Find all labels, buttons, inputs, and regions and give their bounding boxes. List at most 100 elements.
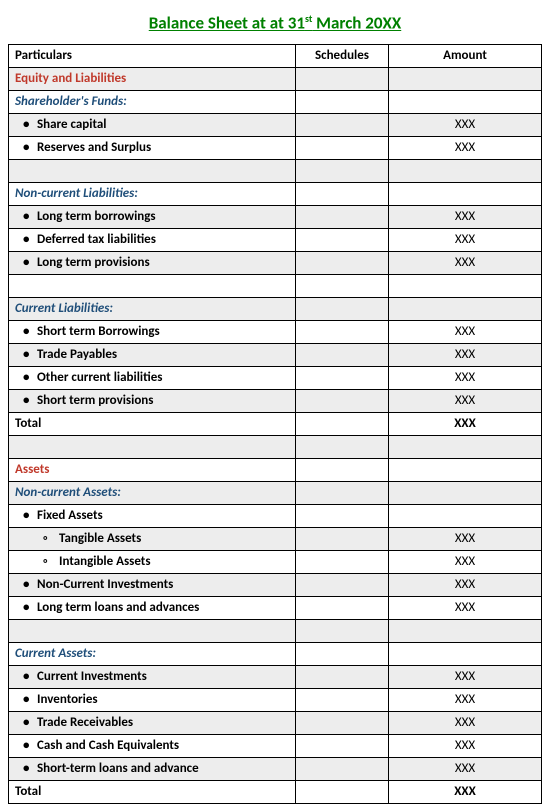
item-label: Inventories: [9, 688, 296, 711]
amount-cell: [389, 67, 542, 90]
item-label: Short term provisions: [9, 389, 296, 412]
table-row: Long term borrowingsXXX: [9, 205, 542, 228]
amount-cell: XXX: [389, 711, 542, 734]
amount-cell: XXX: [389, 412, 542, 435]
schedules-cell: [296, 734, 389, 757]
table-row: Fixed Assets: [9, 504, 542, 527]
schedules-cell: [296, 757, 389, 780]
section-blue-label: Current Assets:: [9, 642, 296, 665]
col-schedules: Schedules: [296, 44, 389, 67]
amount-cell: XXX: [389, 366, 542, 389]
table-row: [9, 435, 542, 458]
blank-cell: [9, 619, 296, 642]
table-row: Short term provisionsXXX: [9, 389, 542, 412]
table-row: Share capitalXXX: [9, 113, 542, 136]
schedules-cell: [296, 780, 389, 803]
title-prefix: Balance Sheet at at 31: [149, 13, 305, 34]
table-row: Short-term loans and advanceXXX: [9, 757, 542, 780]
table-row: [9, 159, 542, 182]
schedules-cell: [296, 711, 389, 734]
amount-cell: [389, 642, 542, 665]
total-label: Total: [9, 780, 296, 803]
item-label: Long term provisions: [9, 251, 296, 274]
schedules-cell: [296, 504, 389, 527]
schedules-cell: [296, 366, 389, 389]
section-blue-label: Current Liabilities:: [9, 297, 296, 320]
section-blue-label: Shareholder's Funds:: [9, 90, 296, 113]
table-row: Total XXX: [9, 412, 542, 435]
amount-cell: [389, 481, 542, 504]
amount-cell: XXX: [389, 780, 542, 803]
total-label: Total: [9, 412, 296, 435]
table-row: Cash and Cash EquivalentsXXX: [9, 734, 542, 757]
amount-cell: XXX: [389, 136, 542, 159]
schedules-cell: [296, 320, 389, 343]
amount-cell: [389, 297, 542, 320]
section-blue-label: Non-current Liabilities:: [9, 182, 296, 205]
item-label: Long term borrowings: [9, 205, 296, 228]
blank-cell: [9, 435, 296, 458]
item-label: Long term loans and advances: [9, 596, 296, 619]
table-row: Equity and Liabilities: [9, 67, 542, 90]
blank-cell: [9, 159, 296, 182]
table-row: Intangible AssetsXXX: [9, 550, 542, 573]
amount-cell: [389, 619, 542, 642]
item-label: Trade Payables: [9, 343, 296, 366]
header-row: Particulars Schedules Amount: [9, 44, 542, 67]
item-label: Other current liabilities: [9, 366, 296, 389]
table-row: Other current liabilities XXX: [9, 366, 542, 389]
col-amount: Amount: [389, 44, 542, 67]
amount-cell: XXX: [389, 688, 542, 711]
section-blue-label: Non-current Assets:: [9, 481, 296, 504]
amount-cell: XXX: [389, 734, 542, 757]
table-row: Long term loans and advances XXX: [9, 596, 542, 619]
schedules-cell: [296, 297, 389, 320]
schedules-cell: [296, 159, 389, 182]
blank-cell: [9, 274, 296, 297]
amount-cell: [389, 159, 542, 182]
amount-cell: [389, 504, 542, 527]
table-row: Inventories XXX: [9, 688, 542, 711]
amount-cell: XXX: [389, 573, 542, 596]
amount-cell: XXX: [389, 251, 542, 274]
schedules-cell: [296, 435, 389, 458]
schedules-cell: [296, 550, 389, 573]
amount-cell: XXX: [389, 757, 542, 780]
table-row: Assets: [9, 458, 542, 481]
amount-cell: XXX: [389, 596, 542, 619]
schedules-cell: [296, 228, 389, 251]
subitem-label: Tangible Assets: [9, 527, 296, 550]
schedules-cell: [296, 458, 389, 481]
amount-cell: XXX: [389, 527, 542, 550]
schedules-cell: [296, 205, 389, 228]
schedules-cell: [296, 596, 389, 619]
balance-sheet-table: Particulars Schedules Amount Equity and …: [8, 44, 542, 804]
item-label: Current Investments: [9, 665, 296, 688]
schedules-cell: [296, 251, 389, 274]
item-label: Non-Current Investments: [9, 573, 296, 596]
amount-cell: XXX: [389, 550, 542, 573]
schedules-cell: [296, 389, 389, 412]
section-red-label: Equity and Liabilities: [9, 67, 296, 90]
table-row: Trade Receivables XXX: [9, 711, 542, 734]
schedules-cell: [296, 113, 389, 136]
table-row: Reserves and Surplus XXX: [9, 136, 542, 159]
table-row: Shareholder's Funds:: [9, 90, 542, 113]
table-row: Current Liabilities:: [9, 297, 542, 320]
item-label: Deferred tax liabilities: [9, 228, 296, 251]
table-row: Current Investments XXX: [9, 665, 542, 688]
schedules-cell: [296, 136, 389, 159]
schedules-cell: [296, 90, 389, 113]
item-label: Reserves and Surplus: [9, 136, 296, 159]
table-row: Non-current Assets:: [9, 481, 542, 504]
table-row: Non-current Liabilities:: [9, 182, 542, 205]
table-row: Tangible Assets XXX: [9, 527, 542, 550]
section-red-label: Assets: [9, 458, 296, 481]
schedules-cell: [296, 619, 389, 642]
amount-cell: XXX: [389, 228, 542, 251]
amount-cell: [389, 182, 542, 205]
item-label: Share capital: [9, 113, 296, 136]
item-label: Short term Borrowings: [9, 320, 296, 343]
amount-cell: XXX: [389, 665, 542, 688]
item-label: Trade Receivables: [9, 711, 296, 734]
